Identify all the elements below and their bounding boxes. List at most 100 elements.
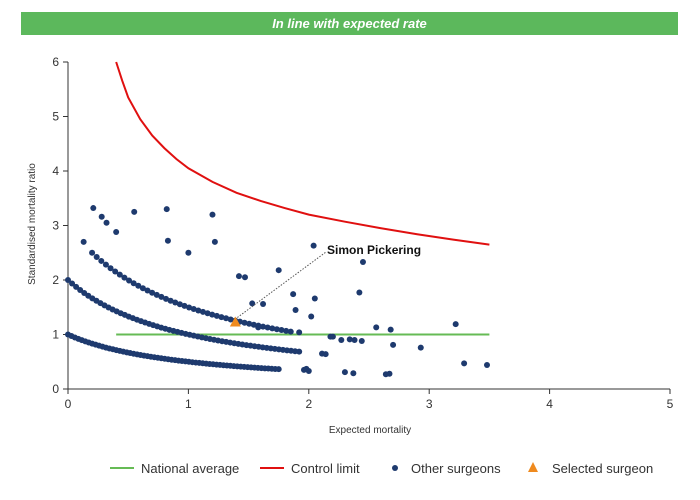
other-surgeon-point: [163, 206, 170, 213]
other-surgeon-point: [190, 306, 197, 313]
y-tick-label: 5: [52, 110, 59, 124]
y-tick-label: 3: [52, 219, 59, 233]
other-surgeon-point: [356, 289, 363, 296]
other-surgeon-point: [158, 293, 165, 300]
other-surgeon-point: [135, 282, 142, 289]
other-surgeon-point: [139, 285, 146, 292]
banner: In line with expected rate: [21, 12, 678, 35]
other-surgeon-point: [153, 291, 160, 298]
other-surgeon-point: [227, 316, 234, 323]
other-surgeon-point: [346, 336, 353, 343]
other-surgeon-point: [103, 219, 110, 226]
legend-label-control-limit: Control limit: [291, 461, 360, 476]
other-surgeon-point: [483, 362, 490, 369]
other-surgeon-point: [102, 261, 109, 268]
other-surgeon-point: [167, 297, 174, 304]
other-surgeon-point: [186, 304, 193, 311]
other-surgeon-point: [235, 273, 242, 280]
other-surgeon-point: [260, 300, 267, 307]
other-surgeon-point: [176, 301, 183, 308]
other-surgeon-point: [195, 307, 202, 314]
other-surgeon-point: [93, 253, 100, 260]
other-surgeon-point: [211, 238, 218, 245]
other-surgeon-point: [452, 321, 459, 328]
other-surgeon-point: [249, 300, 256, 307]
x-tick-label: 5: [667, 397, 674, 411]
banner-text: In line with expected rate: [272, 16, 427, 31]
other-surgeon-point: [121, 274, 128, 281]
other-surgeon-point: [341, 369, 348, 376]
y-tick-label: 0: [52, 382, 59, 396]
other-surgeon-point: [329, 333, 336, 340]
other-surgeon-point: [107, 265, 114, 272]
other-surgeon-point: [296, 329, 303, 336]
other-surgeon-point: [131, 208, 138, 215]
other-surgeon-point: [209, 311, 216, 318]
x-tick-label: 4: [546, 397, 553, 411]
other-surgeon-point: [260, 323, 267, 330]
legend-swatch-other-surgeons: [392, 465, 398, 471]
y-tick-label: 6: [52, 55, 59, 69]
other-surgeon-point: [308, 313, 315, 320]
y-tick-label: 2: [52, 273, 59, 287]
y-tick-label: 4: [52, 164, 59, 178]
other-surgeon-point: [273, 326, 280, 333]
legend-label-selected-surgeon: Selected surgeon: [552, 461, 653, 476]
other-surgeon-point: [417, 344, 424, 351]
x-tick-label: 2: [305, 397, 312, 411]
legend-swatch-selected-surgeon: [528, 462, 538, 472]
other-surgeon-point: [149, 289, 156, 296]
other-surgeon-point: [209, 211, 216, 218]
other-surgeon-point: [199, 308, 206, 315]
x-axis-title: Expected mortality: [329, 425, 411, 436]
other-surgeon-point: [264, 324, 271, 331]
other-surgeon-point: [386, 370, 393, 377]
other-surgeon-point: [164, 237, 171, 244]
other-surgeon-point: [250, 321, 257, 328]
other-surgeon-point: [69, 280, 76, 287]
other-surgeon-point: [390, 341, 397, 348]
legend: National average Control limit Other surge…: [110, 461, 653, 476]
other-surgeon-point: [80, 238, 87, 245]
x-tick-label: 0: [65, 397, 72, 411]
other-surgeon-point: [290, 291, 297, 298]
other-surgeon-point: [73, 283, 80, 290]
legend-label-other-surgeons: Other surgeons: [411, 461, 501, 476]
selected-surgeon-point: [229, 316, 241, 327]
other-surgeon-point: [350, 370, 357, 377]
series-layer: [65, 61, 490, 378]
other-surgeon-point: [305, 368, 312, 375]
selected-surgeon-label: Simon Pickering: [327, 243, 421, 257]
other-surgeon-point: [204, 310, 211, 317]
other-surgeon-point: [351, 336, 358, 343]
other-surgeon-point: [387, 326, 394, 333]
other-surgeon-point: [112, 268, 119, 275]
other-surgeon-point: [358, 338, 365, 345]
other-surgeon-point: [283, 327, 290, 334]
other-surgeon-point: [311, 295, 318, 302]
other-surgeon-point: [65, 277, 71, 283]
other-surgeon-point: [89, 249, 96, 256]
other-surgeon-point: [90, 205, 97, 212]
annotation-layer: Simon Pickering: [237, 243, 421, 318]
other-surgeon-point: [292, 306, 299, 313]
x-tick-label: 3: [426, 397, 433, 411]
other-surgeon-point: [246, 320, 253, 327]
other-surgeon-point: [269, 325, 276, 332]
other-surgeon-point: [275, 366, 282, 373]
other-surgeon-point: [213, 312, 220, 319]
other-surgeon-point: [181, 302, 188, 309]
other-surgeon-point: [116, 271, 123, 278]
x-tick-label: 1: [185, 397, 192, 411]
y-tick-label: 1: [52, 328, 59, 342]
other-surgeon-point: [310, 242, 317, 249]
other-surgeon-point: [278, 327, 285, 334]
other-surgeon-point: [98, 257, 105, 264]
legend-label-national-average: National average: [141, 461, 239, 476]
selected-surgeon-leader-line: [237, 251, 327, 318]
other-surgeon-point: [144, 287, 151, 294]
other-surgeon-point: [275, 267, 282, 274]
other-surgeon-point: [130, 280, 137, 287]
other-surgeon-point: [461, 360, 468, 367]
